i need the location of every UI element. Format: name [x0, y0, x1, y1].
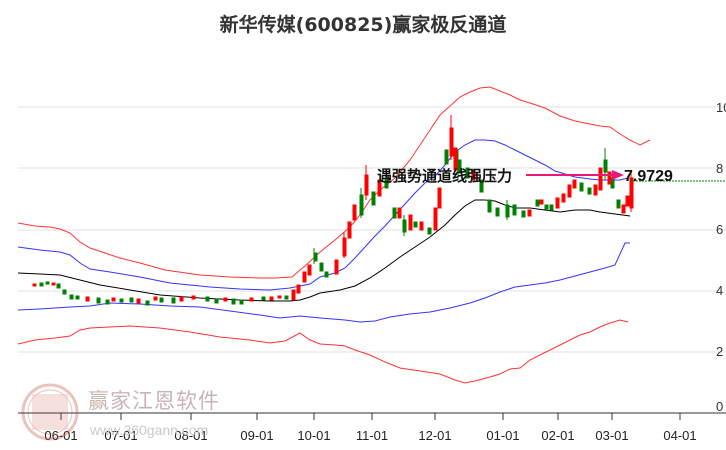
svg-text:02-01: 02-01 [541, 428, 574, 443]
resistance-arrow [526, 170, 624, 180]
svg-text:10-01: 10-01 [297, 428, 330, 443]
x-axis-labels: 06-01 07-01 08-01 09-01 10-01 11-01 12-0… [44, 428, 696, 443]
chart-title: 新华传媒(600825)赢家极反通道 [219, 14, 507, 36]
gridlines [18, 106, 726, 353]
y-axis-labels: 10 8 6 4 2 0 [716, 100, 726, 414]
svg-text:10: 10 [716, 100, 726, 115]
annotation-value: 7.9729 [624, 168, 673, 185]
svg-text:01-01: 01-01 [486, 428, 519, 443]
svg-text:8: 8 [716, 161, 723, 176]
svg-text:04-01: 04-01 [663, 428, 696, 443]
middle-line [17, 199, 631, 302]
svg-text:0: 0 [716, 399, 723, 414]
watermark-seal-icon [21, 383, 79, 441]
svg-text:06-01: 06-01 [44, 428, 77, 443]
annotation-label: 遇强势通道线强压力 [377, 167, 512, 185]
watermark-url: www.360gann.com [90, 422, 209, 438]
svg-text:07-01: 07-01 [104, 428, 137, 443]
svg-text:03-01: 03-01 [595, 428, 628, 443]
svg-text:4: 4 [716, 283, 723, 298]
svg-text:09-01: 09-01 [240, 428, 273, 443]
svg-text:2: 2 [716, 344, 723, 359]
watermark-brand: 赢家江恩软件 [88, 389, 220, 413]
upper-outer-band [17, 86, 651, 279]
candlesticks [32, 115, 634, 306]
x-ticks [60, 413, 681, 420]
svg-text:12-01: 12-01 [418, 428, 451, 443]
lower-inner-band [17, 242, 630, 323]
svg-text:08-01: 08-01 [174, 428, 207, 443]
svg-text:11-01: 11-01 [356, 428, 388, 443]
svg-text:6: 6 [716, 222, 723, 237]
lower-outer-band [17, 319, 629, 384]
